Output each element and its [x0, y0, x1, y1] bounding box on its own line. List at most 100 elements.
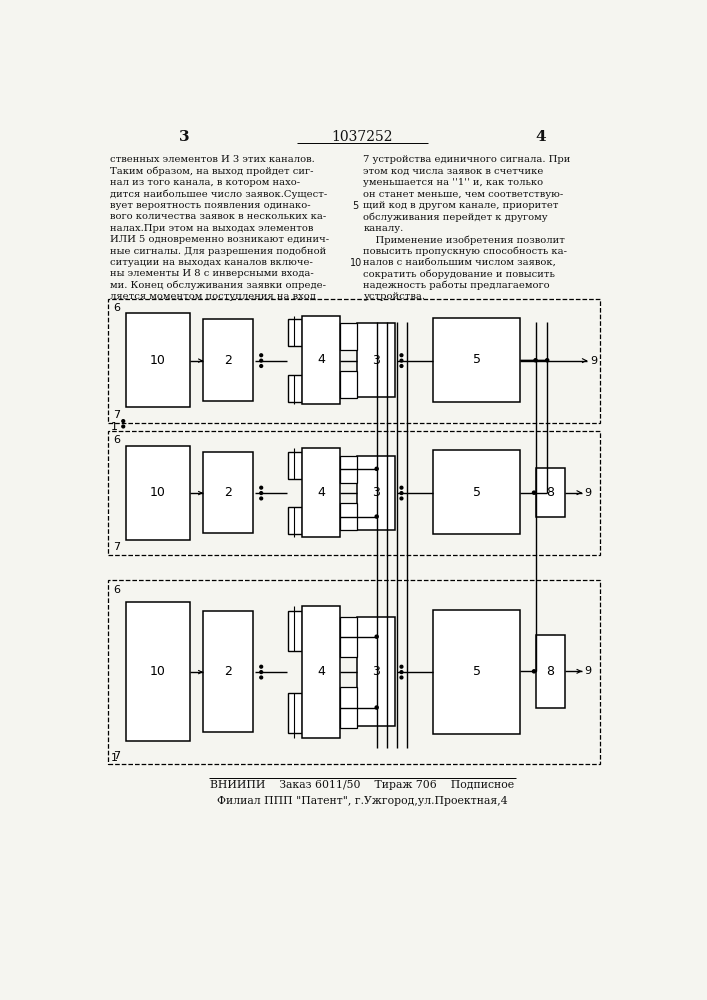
Circle shape [400, 665, 403, 668]
Bar [288, 611, 301, 651]
Text: ВНИИПИ    Заказ 6011/50    Тираж 706    Подписное: ВНИИПИ Заказ 6011/50 Тираж 706 Подписное [210, 780, 515, 790]
Text: вого количества заявок в нескольких ка-: вого количества заявок в нескольких ка- [110, 212, 327, 221]
Text: 8: 8 [547, 486, 554, 499]
Text: 7 устройства единичного сигнала. При: 7 устройства единичного сигнала. При [363, 155, 571, 164]
Bar [107, 580, 600, 764]
Bar [340, 456, 356, 483]
Text: 10: 10 [350, 258, 362, 268]
Circle shape [259, 497, 262, 500]
Text: 5: 5 [473, 353, 481, 366]
Text: 6: 6 [114, 303, 121, 313]
Text: ственных элементов И 3 этих каналов.: ственных элементов И 3 этих каналов. [110, 155, 315, 164]
Text: 3: 3 [179, 130, 189, 144]
Bar [356, 456, 395, 530]
Text: ми. Конец обслуживания заявки опреде-: ми. Конец обслуживания заявки опреде- [110, 281, 326, 290]
Bar [340, 503, 356, 530]
Text: 6: 6 [114, 435, 121, 445]
Text: ИЛИ 5 одновременно возникают единич-: ИЛИ 5 одновременно возникают единич- [110, 235, 329, 244]
Text: сократить оборудование и повысить: сократить оборудование и повысить [363, 269, 555, 279]
Text: 3: 3 [372, 665, 380, 678]
Text: 6: 6 [114, 585, 121, 595]
Text: налов с наибольшим числом заявок,: налов с наибольшим числом заявок, [363, 258, 556, 267]
Circle shape [375, 515, 378, 518]
Text: Применение изобретения позволит: Применение изобретения позволит [363, 235, 566, 245]
Text: 3: 3 [372, 486, 380, 499]
Bar [356, 617, 395, 726]
Bar [126, 602, 190, 741]
Bar [203, 452, 253, 533]
Text: Таким образом, на выход пройдет сиг-: Таким образом, на выход пройдет сиг- [110, 167, 314, 176]
Circle shape [259, 671, 262, 673]
Circle shape [400, 492, 403, 494]
Text: 10: 10 [150, 665, 165, 678]
Bar [535, 468, 565, 517]
Text: надежность работы предлагаемого: надежность работы предлагаемого [363, 281, 550, 290]
Circle shape [400, 486, 403, 489]
Text: 2: 2 [224, 486, 232, 499]
Text: налах.При этом на выходах элементов: налах.При этом на выходах элементов [110, 224, 313, 233]
Text: 4: 4 [535, 130, 546, 144]
Circle shape [400, 359, 403, 362]
Bar [126, 313, 190, 407]
Bar [433, 450, 520, 534]
Circle shape [534, 359, 537, 362]
Text: 9: 9 [590, 356, 597, 366]
Bar [203, 319, 253, 401]
Circle shape [259, 486, 262, 489]
Text: 4: 4 [317, 665, 325, 678]
Circle shape [532, 670, 535, 673]
Bar [107, 431, 600, 555]
Text: 2: 2 [224, 354, 232, 367]
Text: каналу.: каналу. [363, 224, 404, 233]
Circle shape [122, 420, 124, 422]
Circle shape [259, 492, 262, 494]
Bar [301, 606, 340, 738]
Circle shape [400, 671, 403, 673]
Text: 10: 10 [150, 486, 165, 499]
Circle shape [375, 467, 378, 470]
Text: 3: 3 [372, 354, 380, 367]
Text: он станет меньше, чем соответствую-: он станет меньше, чем соответствую- [363, 190, 563, 199]
Bar [288, 507, 301, 534]
Circle shape [400, 676, 403, 679]
Text: устройства.: устройства. [363, 292, 426, 301]
Text: щий код в другом канале, приоритет: щий код в другом канале, приоритет [363, 201, 559, 210]
Text: 1: 1 [110, 422, 117, 432]
Bar [288, 693, 301, 733]
Text: 5: 5 [353, 201, 359, 211]
Bar [433, 318, 520, 402]
Text: 7: 7 [114, 751, 121, 761]
Bar [288, 319, 301, 346]
Circle shape [400, 365, 403, 367]
Circle shape [532, 491, 535, 494]
Text: дится наибольшее число заявок.Сущест-: дится наибольшее число заявок.Сущест- [110, 190, 327, 199]
Text: 4: 4 [317, 486, 325, 499]
Text: повысить пропускную способность ка-: повысить пропускную способность ка- [363, 247, 568, 256]
Circle shape [122, 425, 124, 428]
Text: ляется моментом поступления на вход: ляется моментом поступления на вход [110, 292, 316, 301]
Text: 9: 9 [585, 666, 592, 676]
Text: 5: 5 [473, 486, 481, 499]
Text: 7: 7 [114, 410, 121, 420]
Text: нал из того канала, в котором нахо-: нал из того канала, в котором нахо- [110, 178, 300, 187]
Text: обслуживания перейдет к другому: обслуживания перейдет к другому [363, 212, 548, 222]
Circle shape [375, 635, 378, 638]
Circle shape [259, 354, 262, 357]
Text: вует вероятность появления одинако-: вует вероятность появления одинако- [110, 201, 310, 210]
Circle shape [259, 665, 262, 668]
Bar [126, 446, 190, 540]
Text: 4: 4 [317, 353, 325, 366]
Text: этом код числа заявок в счетчике: этом код числа заявок в счетчике [363, 167, 544, 176]
Bar [340, 323, 356, 350]
Bar [203, 611, 253, 732]
Circle shape [259, 676, 262, 679]
Text: ситуации на выходах каналов включе-: ситуации на выходах каналов включе- [110, 258, 313, 267]
Bar [288, 452, 301, 479]
Bar [535, 635, 565, 708]
Bar [288, 375, 301, 402]
Bar [356, 323, 395, 397]
Circle shape [400, 354, 403, 357]
Text: уменьшается на ''1'' и, как только: уменьшается на ''1'' и, как только [363, 178, 544, 187]
Text: 5: 5 [473, 665, 481, 678]
Text: 1037252: 1037252 [332, 130, 393, 144]
